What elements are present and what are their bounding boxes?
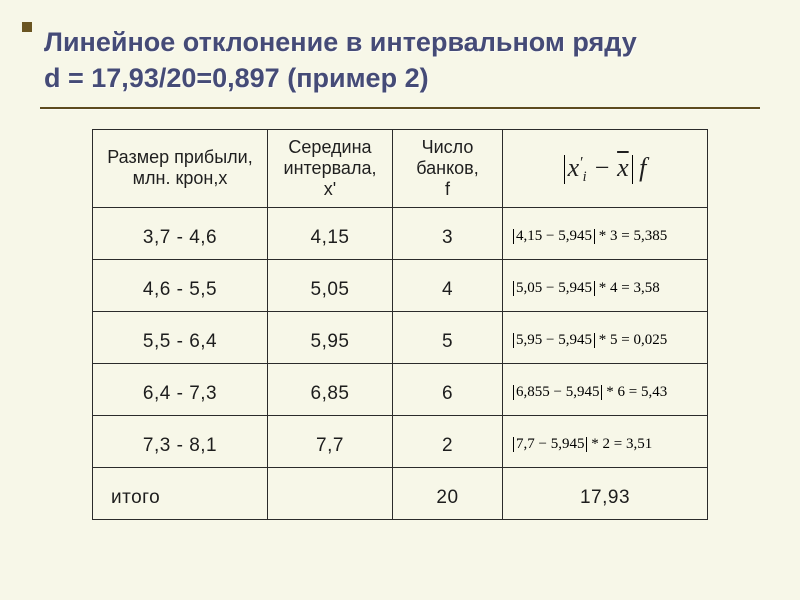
cell-mid: 5,95 (268, 331, 392, 363)
title-line-1: Линейное отклонение в интервальном ряду (44, 27, 637, 57)
title-line-2: d = 17,93/20=0,897 (пример 2) (44, 63, 429, 93)
cell-mid: 6,85 (268, 383, 392, 415)
table-body: 3,7 - 4,6 4,15 3 4,15 − 5,945 * 3 = 5,38… (93, 207, 708, 519)
cell-range: 4,6 - 5,5 (93, 279, 267, 311)
table-row: 6,4 - 7,3 6,85 6 6,855 − 5,945 * 6 = 5,4… (93, 363, 708, 415)
slide-accent-square (22, 22, 32, 32)
cell-range: 3,7 - 4,6 (93, 227, 267, 259)
title-underline (40, 107, 760, 109)
cell-f: 3 (393, 227, 502, 259)
cell-mid: 7,7 (268, 435, 392, 467)
cell-empty (268, 509, 392, 519)
cell-calc: 5,05 − 5,945 * 4 = 3,58 (503, 280, 707, 311)
col-header-midpoint: Середина интервала, x' (268, 129, 393, 207)
cell-range: 6,4 - 7,3 (93, 383, 267, 415)
cell-f-sum: 20 (393, 487, 502, 519)
table-header-row: Размер прибыли, млн. крон,x Середина инт… (93, 129, 708, 207)
table-row-total: итого 20 17,93 (93, 467, 708, 519)
table-row: 4,6 - 5,5 5,05 4 5,05 − 5,945 * 4 = 3,58 (93, 259, 708, 311)
col-header-range: Размер прибыли, млн. крон,x (93, 129, 268, 207)
cell-calc-sum: 17,93 (503, 487, 707, 519)
cell-mid: 5,05 (268, 279, 392, 311)
cell-calc: 4,15 − 5,945 * 3 = 5,385 (503, 228, 707, 259)
table-row: 7,3 - 8,1 7,7 2 7,7 − 5,945 * 2 = 3,51 (93, 415, 708, 467)
slide-title: Линейное отклонение в интервальном ряду … (40, 20, 760, 97)
table-row: 5,5 - 6,4 5,95 5 5,95 − 5,945 * 5 = 0,02… (93, 311, 708, 363)
cell-f: 2 (393, 435, 502, 467)
cell-range: 7,3 - 8,1 (93, 435, 267, 467)
cell-f: 6 (393, 383, 502, 415)
cell-calc: 7,7 − 5,945 * 2 = 3,51 (503, 436, 707, 467)
cell-calc: 6,855 − 5,945 * 6 = 5,43 (503, 384, 707, 415)
cell-f: 5 (393, 331, 502, 363)
col-header-frequency: Число банков, f (393, 129, 503, 207)
cell-total-label: итого (93, 487, 267, 519)
cell-range: 5,5 - 6,4 (93, 331, 267, 363)
cell-f: 4 (393, 279, 502, 311)
col-header-formula: x′i − x f (503, 129, 708, 207)
cell-mid: 4,15 (268, 227, 392, 259)
table-row: 3,7 - 4,6 4,15 3 4,15 − 5,945 * 3 = 5,38… (93, 207, 708, 259)
cell-calc: 5,95 − 5,945 * 5 = 0,025 (503, 332, 707, 363)
deviation-table: Размер прибыли, млн. крон,x Середина инт… (92, 129, 708, 520)
